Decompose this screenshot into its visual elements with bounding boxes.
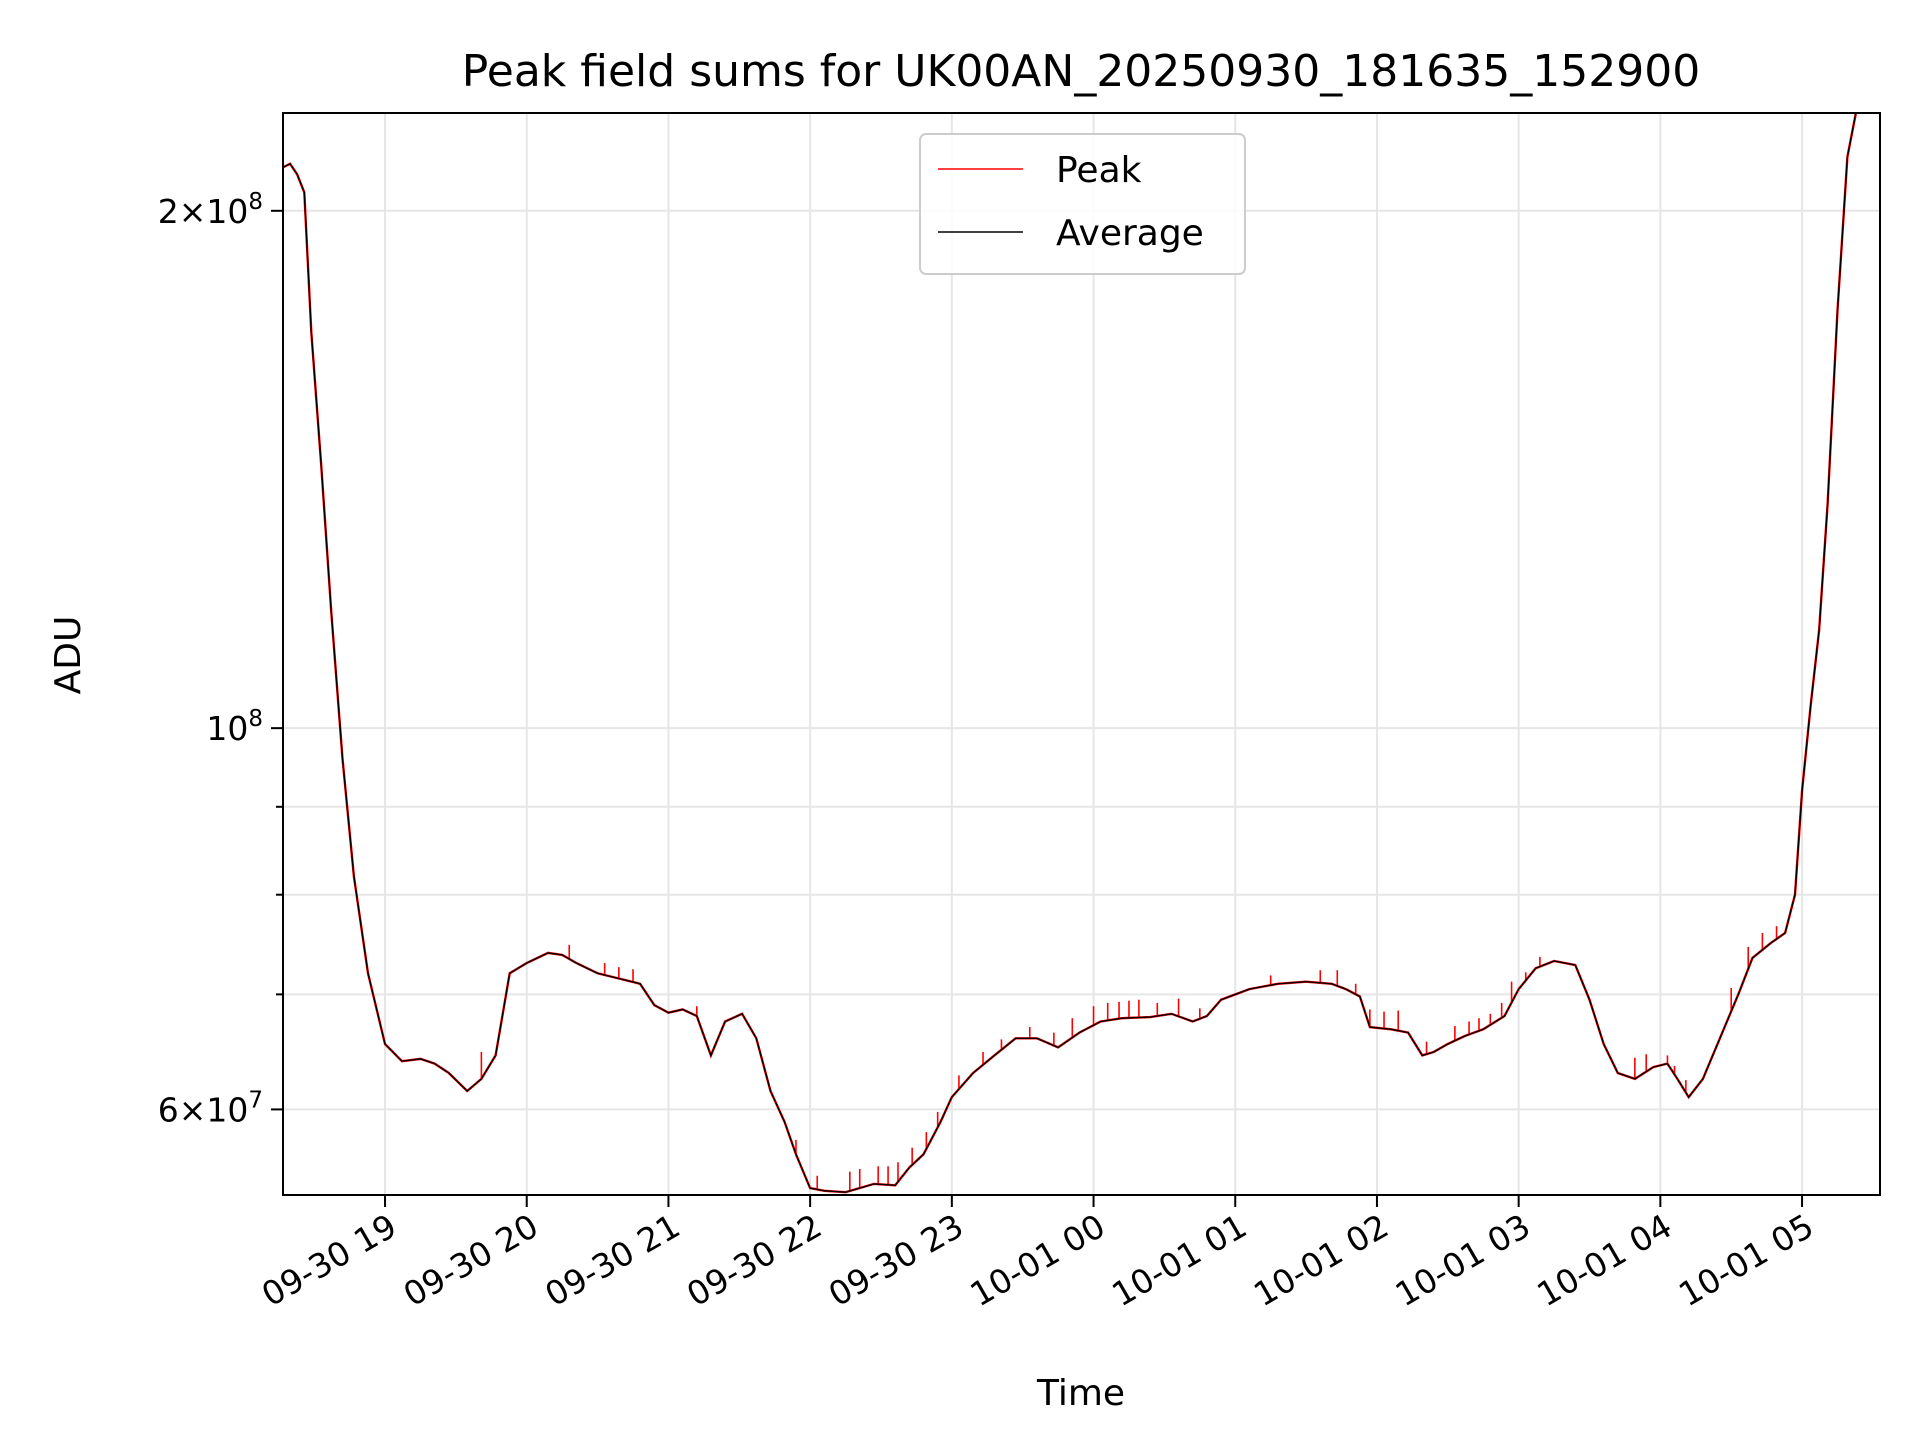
series-clip-group — [283, 113, 1858, 1194]
series-layer — [283, 113, 1858, 1194]
y-tick-label: 2×108 — [158, 189, 263, 231]
y-axis-label: ADU — [48, 616, 89, 695]
average-series-line — [283, 113, 1857, 1193]
chart-title: Peak field sums for UK00AN_20250930_1816… — [462, 46, 1700, 97]
legend-average-label: Average — [1056, 213, 1204, 254]
y-tick-label: 6×107 — [158, 1087, 263, 1129]
grid-layer — [283, 113, 1880, 1195]
legend-peak-label: Peak — [1056, 150, 1142, 191]
plot-frame — [282, 112, 1881, 1196]
y-tick-label: 108 — [206, 706, 263, 748]
legend: Peak Average — [919, 133, 1246, 275]
x-axis-label: Time — [1036, 1373, 1125, 1414]
